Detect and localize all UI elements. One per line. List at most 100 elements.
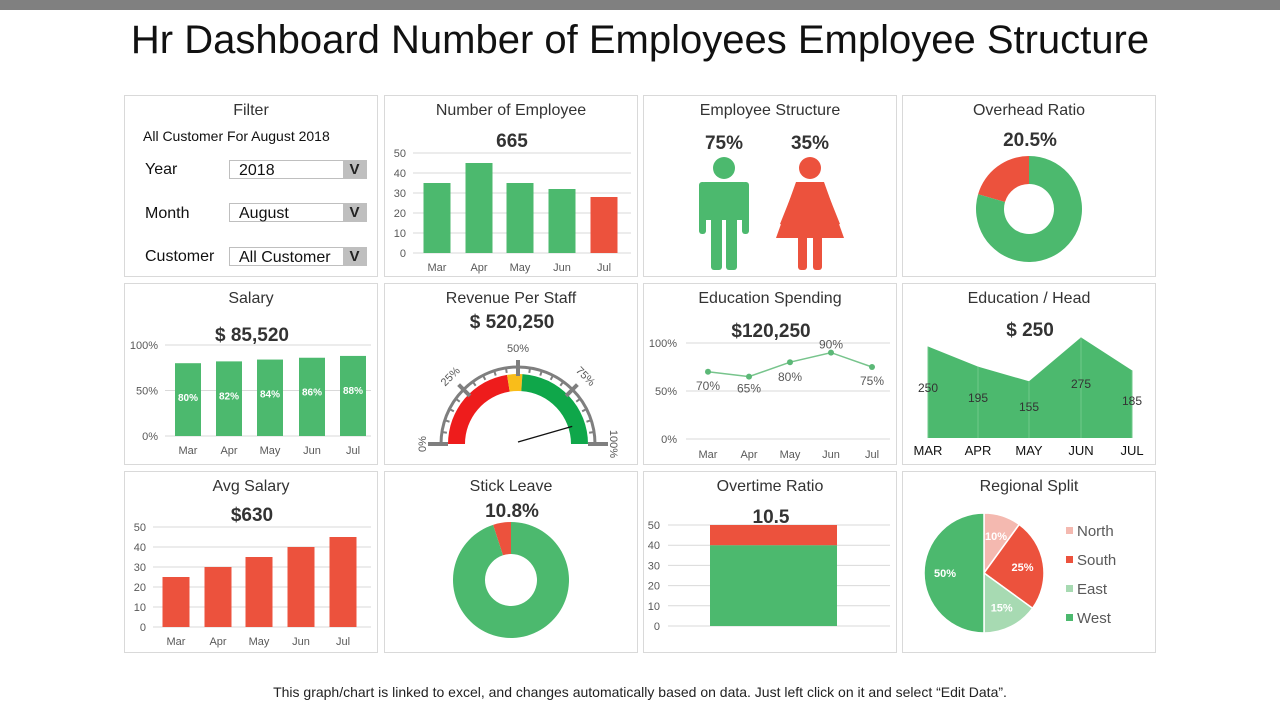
data-label: 75%	[860, 374, 884, 388]
leg	[813, 234, 822, 270]
y-tick-label: 50%	[655, 386, 677, 398]
salary-panel[interactable]: Salary $ 85,520 0% 50% 100% 80% Mar 82% Apr 84% Ma…	[124, 283, 378, 465]
pie-slice	[923, 512, 985, 634]
percent-label: 75%	[705, 133, 743, 154]
customer-select[interactable]: All Customer V	[229, 247, 367, 266]
data-label: 275	[1071, 377, 1091, 391]
leg	[726, 206, 737, 270]
chevron-down-icon[interactable]: V	[343, 204, 366, 221]
overhead-chart: 20.5%	[976, 130, 1082, 262]
x-tick-label: May	[510, 262, 531, 274]
bar	[340, 355, 366, 436]
bar	[299, 357, 325, 436]
edu-head-panel[interactable]: Education / Head $ 250 250 MAR 195 APR 155 MAY 2…	[902, 283, 1156, 465]
bar	[287, 547, 315, 627]
slice-label: 50%	[934, 568, 956, 580]
legend-label: North	[1077, 523, 1114, 540]
y-tick-label: 50	[394, 148, 406, 160]
employees-panel[interactable]: Number of Employee 665 0 10 20 30 40 50 Mar Apr Ma…	[384, 95, 638, 277]
data-label: 90%	[819, 338, 843, 352]
data-point	[869, 364, 875, 370]
headline-value: 20.5%	[1003, 130, 1057, 151]
sick-leave-panel[interactable]: Stick Leave 10.8%	[384, 471, 638, 653]
x-tick-label: Mar	[699, 449, 718, 461]
leg	[798, 234, 807, 270]
overhead-panel[interactable]: Overhead Ratio 20.5%	[902, 95, 1156, 277]
structure-panel[interactable]: Employee Structure 75% 35%	[643, 95, 897, 277]
revenue-panel[interactable]: Revenue Per Staff $ 520,250 0% 25% 50% 75% 100…	[384, 283, 638, 465]
panel-title: Regional Split	[979, 478, 1079, 495]
chevron-down-icon[interactable]: V	[343, 248, 366, 265]
y-tick-label: 20	[394, 208, 406, 220]
month-label: Month	[145, 205, 190, 222]
headline-value: 10.5	[753, 507, 790, 528]
y-tick-label: 10	[134, 602, 146, 614]
bar	[162, 577, 190, 627]
filter-subtitle: All Customer For August 2018	[143, 128, 330, 144]
torso	[699, 182, 749, 220]
x-tick-label: Apr	[209, 636, 226, 648]
legend-label: South	[1077, 552, 1116, 569]
pie-slice	[978, 156, 1029, 203]
y-tick-label: 50%	[136, 386, 158, 398]
month-select[interactable]: August V	[229, 203, 367, 222]
bar	[245, 557, 273, 627]
x-tick-label: Jun	[822, 449, 840, 461]
male-icon	[699, 157, 749, 270]
head	[799, 157, 821, 179]
overtime-panel[interactable]: Overtime Ratio 10.5 0 10 20 30 40 50	[643, 471, 897, 653]
legend-swatch	[1066, 527, 1073, 534]
avg-salary-panel[interactable]: Avg Salary $630 0 10 20 30 40 50 Mar Apr May Jun Jul	[124, 471, 378, 653]
pie-slice	[983, 571, 1034, 634]
headline-value: $630	[231, 505, 273, 526]
bar	[329, 537, 357, 627]
data-label: 155	[1019, 400, 1039, 414]
avg_salary-chart: $630 0 10 20 30 40 50 Mar Apr May Jun Jul	[134, 505, 371, 648]
customer-label: Customer	[145, 248, 215, 265]
footer-note: This graph/chart is linked to excel, and…	[273, 684, 1007, 700]
gauge-tick	[575, 397, 581, 403]
chevron-down-icon[interactable]: V	[343, 161, 366, 178]
gauge-tick	[586, 419, 592, 423]
x-tick-label: May	[780, 449, 801, 461]
bar	[175, 363, 201, 436]
y-tick-label: 100%	[649, 338, 677, 350]
regional-panel[interactable]: Regional Split 10% North 25% South 15% East 50%…	[902, 471, 1156, 653]
gauge-tick-label: 0%	[417, 436, 429, 452]
y-tick-label: 100%	[130, 340, 158, 352]
year-value: 2018	[239, 162, 275, 179]
y-tick-label: 20	[648, 581, 660, 593]
arm	[742, 182, 749, 234]
panel-title: Revenue Per Staff	[445, 290, 577, 307]
y-tick-label: 40	[394, 168, 406, 180]
edu-spending-panel[interactable]: Education Spending $120,250 0% 50% 100% 70% Ma…	[643, 283, 897, 465]
slice-label: 15%	[991, 603, 1013, 615]
panel-title: Number of Employee	[435, 102, 587, 119]
panel-title: Overhead Ratio	[972, 102, 1086, 119]
y-tick-label: 30	[394, 188, 406, 200]
x-tick-label: May	[249, 636, 270, 648]
y-tick-label: 0	[140, 622, 146, 634]
panel-title: Salary	[228, 290, 274, 307]
bar-label: 82%	[219, 391, 239, 402]
x-tick-label: Mar	[179, 445, 198, 457]
slice-label: 10%	[985, 531, 1007, 543]
gauge-tick	[457, 383, 472, 398]
panel-title: Stick Leave	[469, 478, 553, 495]
gauge-tick	[471, 381, 477, 387]
gauge-band	[521, 374, 588, 444]
bar	[548, 189, 576, 253]
leg	[711, 206, 722, 270]
y-tick-label: 0%	[142, 431, 158, 443]
panel-title: Overtime Ratio	[716, 478, 824, 495]
x-tick-label: Jul	[336, 636, 350, 648]
headline-value: 665	[496, 131, 528, 152]
bar	[506, 183, 534, 253]
panel-title: Education Spending	[698, 290, 842, 307]
page-title: Hr Dashboard Number of Employees Employe…	[130, 18, 1150, 62]
year-select[interactable]: 2018 V	[229, 160, 367, 179]
x-tick-label: Apr	[740, 449, 757, 461]
gauge-tick	[559, 381, 565, 387]
x-tick-label: Mar	[428, 262, 447, 274]
x-tick-label: APR	[965, 443, 992, 458]
